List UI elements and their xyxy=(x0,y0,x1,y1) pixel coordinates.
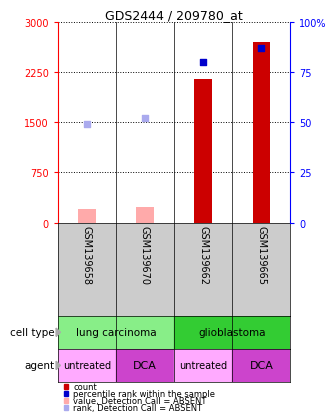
Text: untreated: untreated xyxy=(179,361,227,370)
Text: value, Detection Call = ABSENT: value, Detection Call = ABSENT xyxy=(73,396,207,405)
Bar xyxy=(58,349,116,382)
Text: cell type: cell type xyxy=(10,328,54,337)
Point xyxy=(201,59,206,66)
Text: rank, Detection Call = ABSENT: rank, Detection Call = ABSENT xyxy=(73,403,202,412)
Bar xyxy=(252,43,270,223)
Title: GDS2444 / 209780_at: GDS2444 / 209780_at xyxy=(105,9,243,21)
Text: DCA: DCA xyxy=(249,361,273,370)
Bar xyxy=(232,349,290,382)
Text: GSM139658: GSM139658 xyxy=(82,226,92,285)
Bar xyxy=(174,316,290,349)
Text: untreated: untreated xyxy=(63,361,111,370)
Bar xyxy=(174,349,232,382)
Point xyxy=(142,116,148,122)
Text: GSM139670: GSM139670 xyxy=(140,226,150,285)
Text: percentile rank within the sample: percentile rank within the sample xyxy=(73,389,215,398)
Point xyxy=(259,45,264,52)
Bar xyxy=(136,208,154,223)
Bar xyxy=(116,349,174,382)
Point xyxy=(84,121,89,128)
Text: agent: agent xyxy=(24,361,54,370)
Text: GSM139662: GSM139662 xyxy=(198,226,208,285)
Text: count: count xyxy=(73,382,97,391)
Bar xyxy=(78,210,96,223)
Text: DCA: DCA xyxy=(133,361,157,370)
Text: GSM139665: GSM139665 xyxy=(256,226,266,285)
Bar xyxy=(194,79,212,223)
Bar xyxy=(58,316,174,349)
Text: glioblastoma: glioblastoma xyxy=(198,328,266,337)
Text: lung carcinoma: lung carcinoma xyxy=(76,328,156,337)
